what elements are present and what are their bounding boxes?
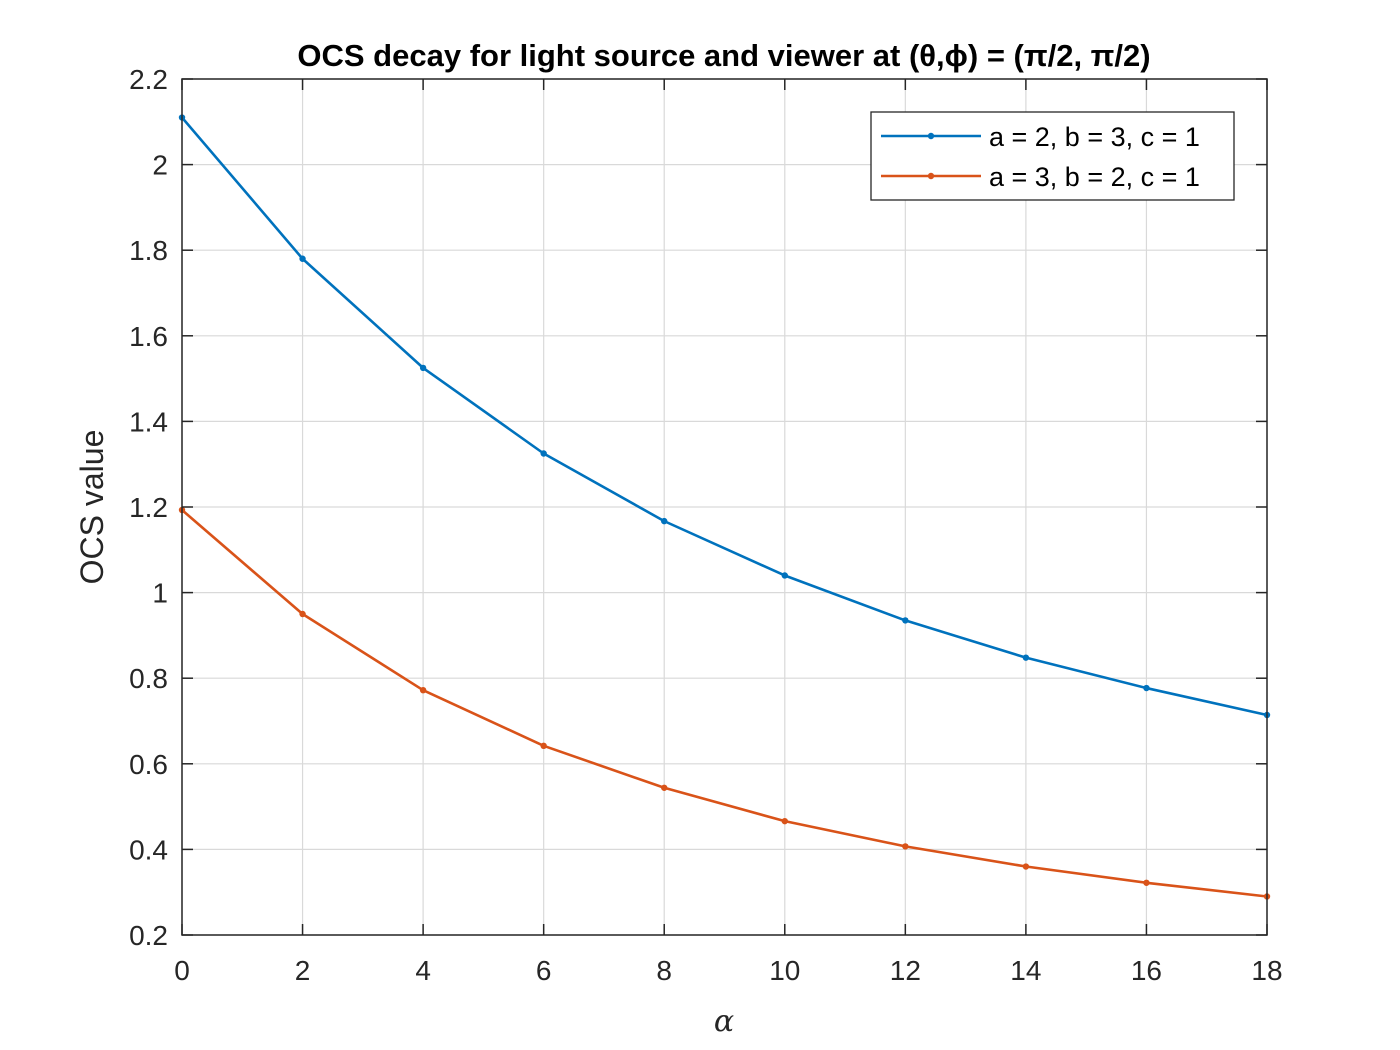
y-tick-label: 1.8	[129, 235, 168, 266]
series-2-point	[419, 686, 427, 694]
series-1-point	[781, 572, 788, 579]
series-1-point	[540, 450, 547, 457]
legend: a = 2, b = 3, c = 1 a = 3, b = 2, c = 1	[870, 111, 1235, 201]
legend-label-series-1: a = 2, b = 3, c = 1	[989, 122, 1200, 152]
series-1-point	[1022, 654, 1030, 661]
legend-box	[870, 111, 1235, 201]
series-2-point	[299, 610, 306, 618]
series-1-point	[299, 255, 306, 262]
series-group	[178, 114, 1271, 900]
series-1-point	[419, 364, 427, 372]
x-axis-label: α	[714, 1004, 734, 1039]
y-tick-label: 0.4	[129, 834, 168, 865]
ticks	[181, 78, 1268, 936]
series-2-point	[781, 817, 788, 825]
series-1-point	[902, 617, 909, 624]
y-tick-label: 1.2	[129, 492, 168, 523]
series-2-point	[902, 843, 909, 850]
series-1-line	[181, 116, 1268, 717]
y-tick-label: 1	[152, 578, 168, 609]
y-tick-label: 2	[152, 150, 168, 181]
series-1-point	[661, 517, 668, 525]
x-tick-label: 16	[1131, 955, 1162, 986]
x-tick-label: 4	[415, 955, 431, 986]
series-1-point	[1143, 684, 1150, 692]
y-tick-label: 0.8	[129, 663, 168, 694]
series-2-point	[1143, 879, 1150, 886]
y-tick-label: 2.2	[129, 64, 168, 95]
x-tick-label: 18	[1251, 955, 1282, 986]
x-tick-label: 12	[890, 955, 921, 986]
legend-marker-series-2	[927, 172, 935, 180]
chart-title: OCS decay for light source and viewer at…	[297, 38, 1150, 73]
series-2-point	[1022, 863, 1030, 870]
y-tick-label: 1.4	[129, 406, 168, 437]
y-tick-label: 1.6	[129, 321, 168, 352]
y-axis-label: OCS value	[74, 430, 110, 585]
y-tick-label: 0.6	[129, 749, 168, 780]
x-tick-label: 0	[174, 955, 190, 986]
y-tick-label: 0.2	[129, 920, 168, 951]
legend-marker-series-1	[927, 132, 935, 140]
x-tick-label: 8	[656, 955, 672, 986]
tick-labels: 0 2 4 6 8 10 12 14 16 18 0.2 0.4 0.6 0.8 1 1.2 1.4 1.6 1.8…	[129, 64, 1283, 986]
x-tick-label: 6	[536, 955, 552, 986]
x-tick-label: 10	[769, 955, 800, 986]
series-2-point	[661, 784, 668, 791]
legend-label-series-2: a = 3, b = 2, c = 1	[989, 162, 1200, 192]
series-2-line	[181, 509, 1268, 898]
x-tick-label: 14	[1010, 955, 1041, 986]
x-tick-label: 2	[295, 955, 311, 986]
series-2-point	[540, 742, 547, 750]
